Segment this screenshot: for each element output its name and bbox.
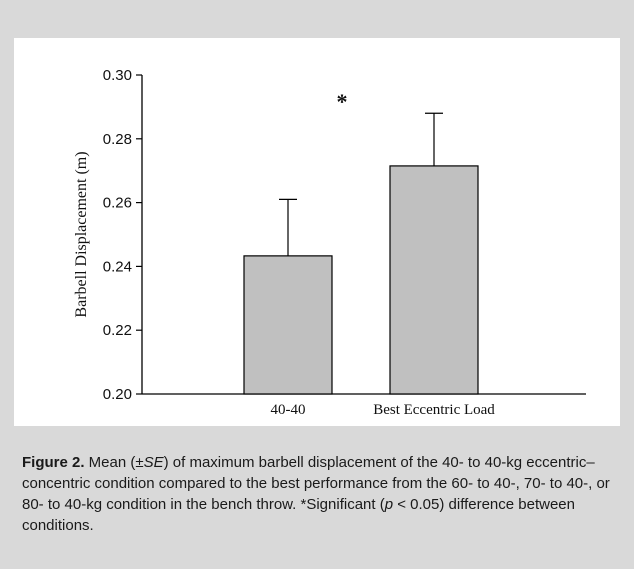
y-tick-label: 0.22	[103, 322, 132, 339]
caption-p: p	[384, 496, 394, 513]
y-tick-label: 0.24	[103, 258, 132, 275]
caption-se: SE	[143, 454, 164, 471]
bar-1	[389, 165, 479, 395]
y-tick-label: 0.20	[103, 386, 132, 403]
y-tick-label: 0.28	[103, 131, 132, 148]
caption-text-1: Mean (±	[84, 454, 144, 471]
figure-caption: Figure 2. Mean (±SE) of maximum barbell …	[22, 452, 614, 536]
significance-asterisk: *	[337, 89, 348, 114]
y-tick-label: 0.26	[103, 195, 132, 212]
x-category-label-1: Best Eccentric Load	[373, 402, 495, 418]
bar-0	[243, 255, 333, 395]
x-category-label-0: 40-40	[271, 402, 306, 418]
y-tick-label: 0.30	[103, 67, 132, 84]
caption-label: Figure 2.	[22, 454, 85, 471]
caption-text-2: ) of maximum barbell displacement of the…	[22, 454, 610, 513]
caption-text-3: < 0.05) difference between conditions.	[22, 496, 575, 534]
y-axis-label: Barbell Displacement (m)	[73, 151, 90, 317]
